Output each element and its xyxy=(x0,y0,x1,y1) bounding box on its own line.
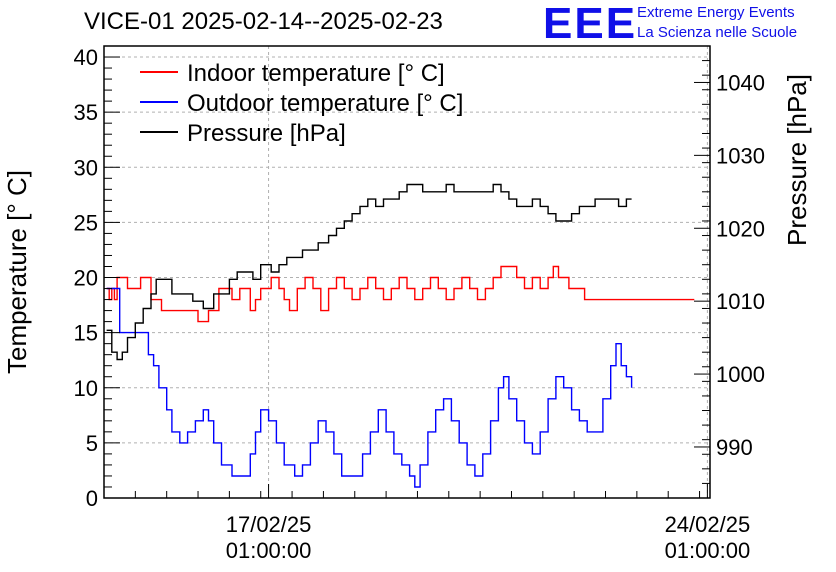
y2-axis-label: Pressure [hPa] xyxy=(782,74,812,246)
chart-title: VICE-01 2025-02-14--2025-02-23 xyxy=(84,8,443,35)
series-line-0 xyxy=(106,265,695,323)
y2-tick-label: 1020 xyxy=(716,216,765,241)
y-tick-label: 30 xyxy=(74,155,98,180)
y-tick-label: 20 xyxy=(74,266,98,291)
logo-subtitle-line2: La Scienza nelle Scuole xyxy=(637,24,798,41)
x-tick-label-time: 01:00:00 xyxy=(665,538,751,563)
legend-label: Indoor temperature [° C] xyxy=(187,60,445,87)
y-tick-label: 25 xyxy=(74,210,98,235)
axis-layer: 0 5 10 15 20 25 30 35 40 990 1000 1010 1020 1030 1040 1… xyxy=(74,45,765,563)
y2-tick-label: 1030 xyxy=(716,143,765,168)
y-axis-label: Temperature [° C] xyxy=(2,170,32,374)
plot-frame xyxy=(103,45,711,499)
y-tick-label: 0 xyxy=(86,486,98,511)
eee-logo: EEE xyxy=(543,0,638,48)
legend-label: Pressure [hPa] xyxy=(187,120,346,147)
y-tick-label: 5 xyxy=(86,431,98,456)
y-tick-label: 15 xyxy=(74,321,98,346)
series-line-1 xyxy=(106,287,633,488)
y2-tick-label: 1000 xyxy=(716,362,765,387)
series-layer xyxy=(106,183,695,488)
x-tick-label-date: 17/02/25 xyxy=(226,512,312,537)
y-tick-label: 40 xyxy=(74,45,98,70)
series-line-2 xyxy=(106,183,632,361)
y2-tick-label: 1040 xyxy=(716,70,765,95)
y2-tick-label: 1010 xyxy=(716,289,765,314)
legend: Indoor temperature [° C] Outdoor temperat… xyxy=(140,60,463,147)
x-tick-label-date: 24/02/25 xyxy=(665,512,751,537)
logo-subtitle-line1: Extreme Energy Events xyxy=(637,4,795,21)
x-tick-label-time: 01:00:00 xyxy=(226,538,312,563)
y-tick-label: 10 xyxy=(74,376,98,401)
y-tick-label: 35 xyxy=(74,100,98,125)
legend-label: Outdoor temperature [° C] xyxy=(187,90,463,117)
y2-tick-label: 990 xyxy=(716,435,753,460)
